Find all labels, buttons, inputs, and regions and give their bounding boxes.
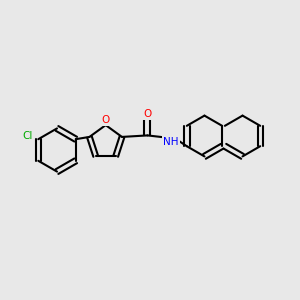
Text: Cl: Cl	[22, 131, 33, 141]
Text: NH: NH	[163, 137, 178, 147]
Text: O: O	[143, 109, 152, 118]
Text: O: O	[102, 115, 110, 125]
